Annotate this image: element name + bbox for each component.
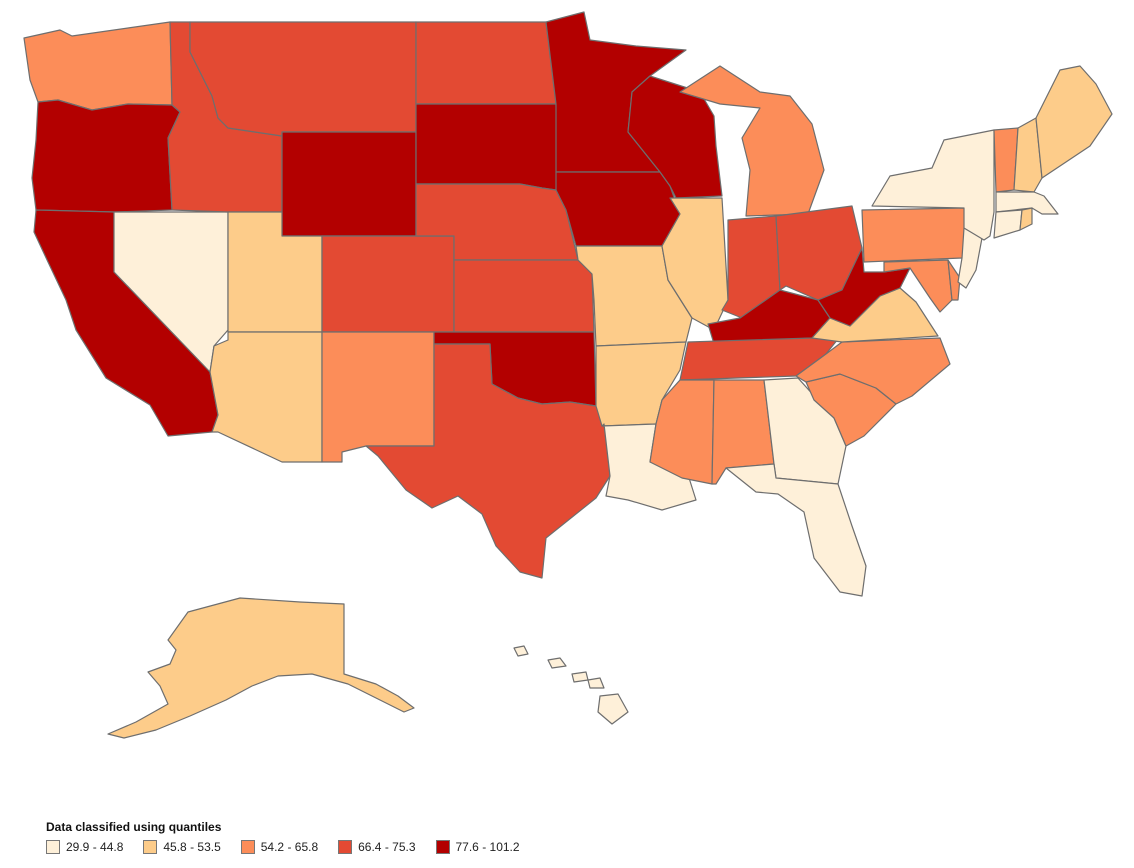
- legend-swatch: [435, 840, 450, 854]
- state-WY[interactable]: [281, 131, 417, 237]
- state-WA[interactable]: [23, 21, 173, 111]
- state-SD[interactable]: [415, 103, 559, 191]
- state-NC[interactable]: [795, 337, 951, 405]
- legend-swatch: [338, 840, 353, 854]
- legend-label: 54.2 - 65.8: [260, 840, 319, 854]
- legend-swatch: [46, 840, 60, 854]
- state-NH[interactable]: [1013, 117, 1043, 193]
- state-HI[interactable]: [513, 645, 629, 725]
- state-NE[interactable]: [415, 183, 579, 261]
- state-CO[interactable]: [321, 235, 455, 333]
- state-IL[interactable]: [661, 197, 729, 331]
- state-WI[interactable]: [627, 75, 723, 199]
- legend-item: 29.9 - 44.8: [46, 840, 123, 854]
- state-AZ[interactable]: [209, 331, 323, 463]
- legend-label: 45.8 - 53.5: [163, 840, 221, 854]
- state-DE[interactable]: [947, 259, 961, 301]
- legend-swatch: [240, 840, 255, 854]
- state-ND[interactable]: [415, 21, 557, 105]
- legend-title: Data classified using quantiles: [46, 820, 222, 834]
- legend-label: 29.9 - 44.8: [66, 840, 124, 854]
- legend-items: 29.9 - 44.8 45.8 - 53.5 54.2 - 65.8 66.4…: [46, 840, 520, 854]
- legend-item: 77.6 - 101.2: [435, 840, 520, 854]
- state-NY[interactable]: [871, 129, 995, 241]
- legend-item: 66.4 - 75.3: [338, 840, 416, 854]
- state-MT[interactable]: [189, 21, 417, 137]
- state-RI[interactable]: [1019, 207, 1033, 231]
- state-OR[interactable]: [31, 99, 181, 213]
- us-choropleth-map: [23, 11, 1113, 739]
- state-PA[interactable]: [861, 207, 969, 263]
- state-TX[interactable]: [365, 343, 611, 579]
- legend-swatch: [143, 840, 158, 854]
- legend-label: 77.6 - 101.2: [455, 840, 520, 854]
- legend-item: 54.2 - 65.8: [240, 840, 319, 854]
- map-legend: Data classified using quantiles 29.9 - 4…: [46, 820, 520, 854]
- states-layer: [23, 11, 1113, 739]
- state-KS[interactable]: [453, 259, 595, 333]
- state-ME[interactable]: [1035, 65, 1113, 179]
- state-IA[interactable]: [555, 171, 681, 247]
- state-AK[interactable]: [107, 597, 415, 739]
- state-FL[interactable]: [725, 463, 867, 597]
- legend-item: 45.8 - 53.5: [143, 840, 221, 854]
- state-NM[interactable]: [321, 331, 435, 463]
- legend-label: 66.4 - 75.3: [358, 840, 416, 854]
- state-CT[interactable]: [993, 209, 1023, 239]
